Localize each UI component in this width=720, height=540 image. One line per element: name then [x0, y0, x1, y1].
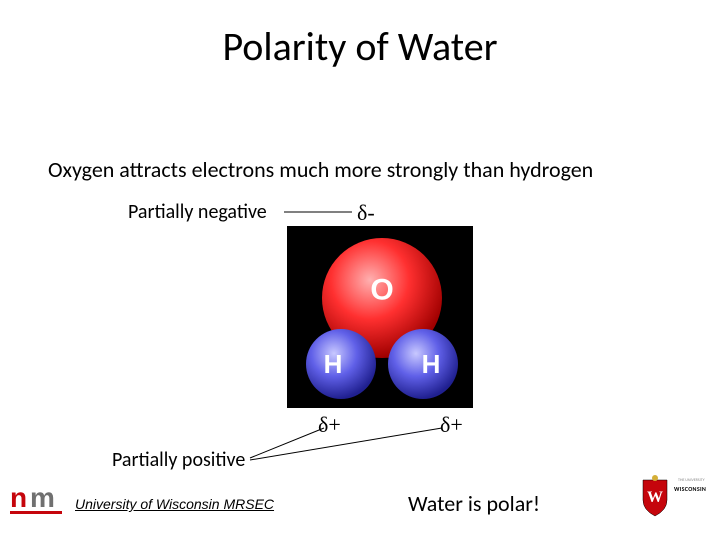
footer-conclusion: Water is polar! — [408, 490, 540, 517]
label-partially-negative: Partially negative — [128, 200, 267, 224]
svg-text:W: W — [647, 489, 663, 506]
wisconsin-crest-logo: W — [640, 474, 670, 518]
page-title: Polarity of Water — [0, 22, 720, 71]
line-pos-left — [250, 428, 324, 458]
line-pos-right — [250, 428, 442, 460]
delta-plus-left-label: δ+ — [318, 412, 341, 438]
svg-text:m: m — [30, 482, 55, 513]
delta-plus-right-label: δ+ — [440, 412, 463, 438]
wisconsin-subtitle: THE UNIVERSITY — [678, 478, 705, 483]
oxygen-label: O — [370, 274, 393, 307]
water-molecule-diagram: O H H — [287, 226, 473, 408]
nm-logo: n m — [10, 481, 70, 521]
molecule-svg: O H H — [287, 226, 473, 408]
label-partially-positive: Partially positive — [112, 448, 245, 472]
footer-attribution: University of Wisconsin MRSEC — [75, 496, 274, 512]
hydrogen-label-left: H — [324, 349, 343, 379]
delta-minus-label: δ- — [357, 200, 375, 226]
svg-text:n: n — [10, 482, 27, 513]
hydrogen-label-right: H — [422, 349, 441, 379]
subtitle-text: Oxygen attracts electrons much more stro… — [48, 156, 593, 183]
wisconsin-text: WISCONSIN — [674, 485, 706, 493]
